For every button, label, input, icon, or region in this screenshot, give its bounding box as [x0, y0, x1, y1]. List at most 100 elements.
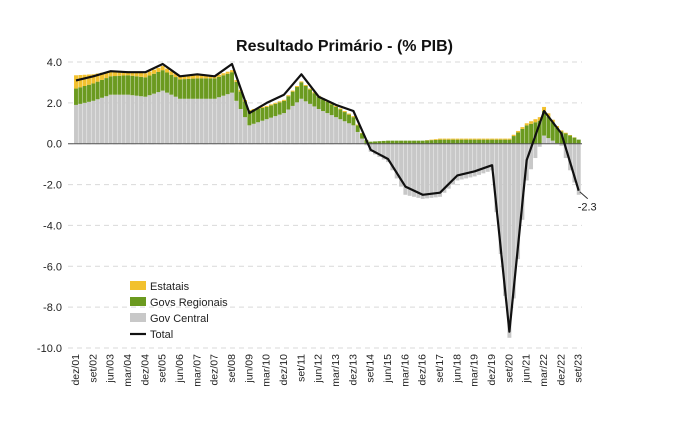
bar-estatais — [542, 106, 547, 112]
bar-estatais — [273, 102, 278, 104]
bar-estatais — [303, 84, 308, 87]
bar-estatais — [264, 105, 269, 107]
bar-gov-central — [334, 117, 339, 144]
bar-gov-central — [516, 143, 521, 260]
bar-govs-regionais — [186, 78, 191, 99]
bar-govs-regionais — [520, 128, 525, 144]
bar-gov-central — [490, 143, 495, 171]
bar-gov-central — [451, 143, 456, 185]
bar-gov-central — [78, 103, 83, 144]
bar-govs-regionais — [290, 91, 295, 106]
bar-estatais — [113, 71, 117, 77]
bar-gov-central — [308, 103, 312, 144]
bar-estatais — [117, 71, 122, 76]
bar-govs-regionais — [438, 139, 443, 144]
bar-gov-central — [143, 96, 148, 144]
bar-gov-central — [472, 143, 477, 177]
bar-govs-regionais — [238, 91, 243, 109]
x-tick-label: mar/16 — [399, 354, 411, 387]
x-tick-label: set/17 — [434, 354, 446, 383]
bar-gov-central — [130, 95, 135, 144]
bar-gov-central — [572, 143, 577, 183]
bar-govs-regionais — [160, 70, 165, 91]
bar-gov-central — [325, 113, 330, 144]
bar-gov-central — [494, 143, 499, 213]
bar-gov-central — [264, 119, 269, 144]
bar-gov-central — [355, 131, 360, 144]
bar-gov-central — [100, 97, 104, 144]
legend-label: Estatais — [150, 281, 190, 293]
x-tick-label: mar/07 — [191, 354, 203, 387]
y-tick-label: -10.0 — [37, 343, 62, 355]
bar-gov-central — [442, 143, 447, 193]
bar-gov-central — [464, 143, 469, 179]
bar-gov-central — [498, 143, 503, 255]
bar-govs-regionais — [507, 139, 512, 144]
bar-gov-central — [312, 106, 317, 144]
bar-govs-regionais — [139, 76, 143, 97]
bar-govs-regionais — [178, 79, 182, 99]
bar-govs-regionais — [247, 111, 252, 126]
bar-gov-central — [82, 102, 87, 144]
bar-govs-regionais — [451, 139, 456, 144]
bar-govs-regionais — [256, 108, 260, 123]
bar-estatais — [516, 130, 521, 133]
bar-govs-regionais — [251, 110, 256, 124]
bar-gov-central — [169, 94, 174, 144]
bar-govs-regionais — [130, 75, 135, 96]
bar-gov-central — [316, 108, 321, 144]
bar-gov-central — [429, 143, 434, 198]
bar-estatais — [130, 71, 135, 76]
x-tick-label: jun/18 — [451, 354, 463, 384]
bar-gov-central — [91, 100, 96, 144]
x-tick-label: jun/03 — [105, 354, 117, 384]
bar-gov-central — [234, 100, 239, 144]
bar-govs-regionais — [208, 78, 213, 99]
bar-govs-regionais — [464, 139, 469, 144]
bar-govs-regionais — [572, 137, 577, 144]
bar-govs-regionais — [308, 89, 312, 104]
x-tick-label: set/23 — [573, 354, 585, 383]
bar-estatais — [195, 75, 200, 79]
bar-govs-regionais — [360, 133, 365, 139]
bar-estatais — [160, 66, 165, 71]
bar-estatais — [529, 121, 534, 124]
bar-estatais — [524, 123, 529, 126]
bar-estatais — [156, 67, 161, 72]
bar-govs-regionais — [121, 75, 126, 95]
bar-gov-central — [542, 135, 547, 144]
bar-gov-central — [282, 113, 286, 144]
x-tick-label: dez/19 — [486, 354, 498, 386]
bar-gov-central — [537, 143, 542, 147]
x-tick-label: dez/22 — [555, 354, 567, 386]
x-tick-label: dez/13 — [347, 354, 359, 386]
bar-govs-regionais — [91, 83, 96, 101]
bar-govs-regionais — [204, 78, 208, 99]
bar-gov-central — [199, 98, 204, 144]
bar-estatais — [355, 124, 360, 126]
bar-govs-regionais — [195, 78, 200, 99]
x-tick-label: jun/21 — [521, 354, 533, 384]
bar-gov-central — [217, 97, 221, 144]
bar-estatais — [208, 76, 213, 79]
x-tick-label: dez/04 — [139, 354, 151, 386]
bar-govs-regionais — [529, 123, 534, 144]
bar-govs-regionais — [316, 96, 321, 109]
bar-gov-central — [260, 120, 265, 144]
bar-estatais — [100, 72, 104, 80]
bar-estatais — [537, 117, 542, 121]
bar-govs-regionais — [433, 139, 438, 144]
bar-estatais — [91, 74, 96, 84]
bar-estatais — [169, 71, 174, 75]
bar-gov-central — [290, 105, 295, 144]
bar-estatais — [299, 81, 304, 83]
bar-govs-regionais — [82, 86, 87, 103]
bar-govs-regionais — [416, 140, 421, 144]
x-tick-label: mar/10 — [261, 354, 273, 387]
bar-gov-central — [394, 143, 399, 179]
bar-govs-regionais — [390, 140, 395, 144]
bar-estatais — [186, 75, 191, 79]
bar-govs-regionais — [95, 81, 100, 100]
bar-govs-regionais — [542, 111, 547, 136]
y-tick-label: -8.0 — [43, 302, 62, 314]
